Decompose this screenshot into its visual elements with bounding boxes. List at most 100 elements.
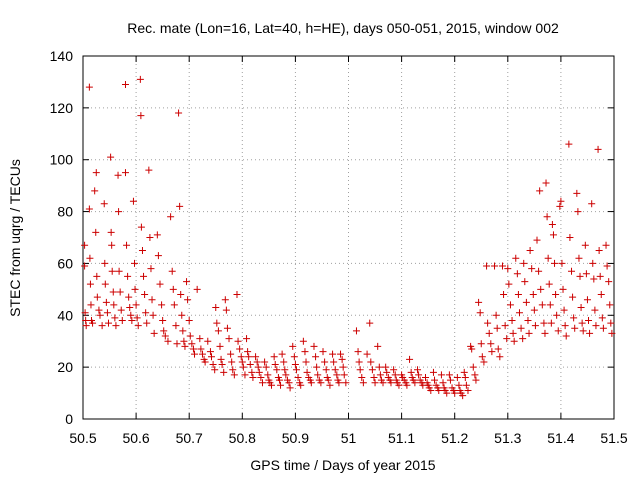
data-point: [282, 371, 290, 379]
y-tick-label: 40: [57, 307, 73, 323]
data-point: [281, 366, 289, 374]
data-point: [582, 270, 590, 278]
data-point: [407, 368, 415, 376]
data-point: [277, 381, 285, 389]
data-point: [193, 285, 201, 293]
data-point: [118, 316, 126, 324]
data-point: [588, 200, 596, 208]
data-point: [146, 234, 154, 241]
data-point: [542, 179, 550, 187]
data-point: [589, 259, 597, 267]
y-tick-label: 140: [50, 48, 74, 64]
data-point: [184, 296, 192, 304]
data-point: [321, 358, 329, 366]
data-point: [185, 316, 193, 324]
data-point: [143, 319, 151, 327]
data-point: [291, 361, 299, 369]
data-point: [337, 350, 345, 358]
data-point: [391, 371, 399, 379]
data-point: [488, 348, 496, 356]
data-point: [552, 291, 560, 299]
data-point: [494, 345, 502, 353]
data-point: [160, 327, 168, 335]
data-point: [367, 358, 375, 366]
data-point: [233, 291, 241, 299]
data-point: [382, 363, 390, 371]
data-point: [206, 348, 214, 356]
data-point: [475, 298, 483, 306]
data-point: [477, 340, 485, 348]
data-point: [551, 259, 559, 267]
data-point: [583, 296, 591, 304]
data-point: [213, 319, 221, 327]
data-point: [491, 262, 499, 270]
data-point: [92, 228, 100, 236]
data-point: [264, 371, 272, 379]
data-point: [324, 376, 332, 384]
data-point: [81, 241, 89, 249]
data-point: [460, 368, 468, 376]
data-point: [201, 358, 209, 366]
data-point: [554, 327, 562, 335]
axis-ticks: 50.5 50.6 50.7 50.8 50.9 51 51.1 51.2 51.3 51.4 51…: [50, 48, 628, 446]
data-point: [514, 291, 522, 299]
data-point: [189, 345, 197, 353]
data-point: [96, 311, 104, 319]
data-point: [129, 197, 137, 205]
data-point: [561, 322, 569, 330]
data-point: [175, 109, 183, 117]
data-point: [172, 322, 180, 330]
data-point: [319, 348, 327, 356]
data-point: [540, 319, 548, 327]
data-point: [469, 363, 477, 371]
data-point: [314, 371, 322, 379]
data-point: [275, 376, 283, 384]
data-point: [93, 293, 101, 301]
data-point: [557, 197, 565, 205]
data-point: [483, 262, 491, 270]
data-point: [125, 293, 133, 301]
data-point: [605, 278, 613, 286]
data-point: [145, 166, 153, 174]
data-point: [565, 140, 573, 148]
data-point: [285, 379, 293, 387]
data-point: [109, 288, 117, 296]
data-point: [86, 280, 94, 288]
data-point: [220, 368, 228, 376]
data-point: [415, 371, 423, 379]
data-point: [255, 368, 263, 376]
data-point: [103, 309, 111, 317]
data-point: [462, 381, 470, 389]
data-point: [237, 353, 245, 361]
data-point: [533, 236, 541, 244]
data-point: [573, 189, 581, 197]
data-point: [338, 355, 346, 363]
data-point: [134, 322, 142, 330]
data-point: [188, 340, 196, 348]
data-point: [197, 345, 205, 353]
data-point: [258, 379, 266, 387]
data-point: [363, 350, 371, 358]
data-point: [592, 322, 600, 330]
data-point: [234, 337, 242, 345]
data-point: [505, 280, 513, 288]
data-point: [209, 361, 217, 369]
data-point: [196, 335, 204, 343]
data-point: [141, 291, 149, 299]
data-point: [116, 288, 124, 296]
data-point: [278, 350, 286, 358]
data-point: [322, 366, 330, 374]
data-point: [368, 366, 376, 374]
data-point: [124, 272, 132, 280]
data-point: [142, 309, 150, 317]
data-point: [262, 363, 270, 371]
data-point: [370, 374, 378, 382]
data-point: [93, 272, 101, 280]
data-point: [395, 381, 403, 389]
y-tick-label: 60: [57, 255, 73, 271]
data-point: [411, 379, 419, 387]
data-point: [515, 309, 523, 317]
data-point: [173, 340, 181, 348]
data-point: [313, 363, 321, 371]
